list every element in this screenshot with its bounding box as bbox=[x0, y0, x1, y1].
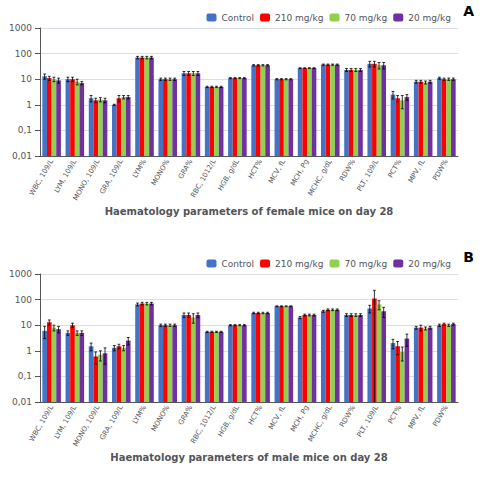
svg-text:0,1: 0,1 bbox=[18, 125, 32, 135]
svg-text:MCH, Pg: MCH, Pg bbox=[289, 404, 311, 433]
svg-text:0,01: 0,01 bbox=[12, 397, 32, 407]
svg-text:LYM, 109/L: LYM, 109/L bbox=[53, 404, 79, 440]
svg-text:MCV, fL: MCV, fL bbox=[267, 158, 287, 185]
svg-text:1: 1 bbox=[26, 100, 32, 110]
svg-text:MONO, 109/L: MONO, 109/L bbox=[71, 158, 101, 202]
svg-text:LYM%: LYM% bbox=[131, 158, 148, 180]
svg-text:HCT%: HCT% bbox=[247, 404, 265, 427]
svg-text:1000: 1000 bbox=[9, 269, 32, 279]
svg-text:210 mg/kg: 210 mg/kg bbox=[275, 13, 323, 23]
svg-text:20 mg/kg: 20 mg/kg bbox=[408, 13, 451, 23]
svg-text:LYM%: LYM% bbox=[131, 404, 148, 426]
svg-text:MCHC, g/dL: MCHC, g/dL bbox=[307, 158, 334, 197]
svg-text:MPV, fL: MPV, fL bbox=[407, 158, 427, 184]
svg-text:PDW%: PDW% bbox=[431, 158, 450, 182]
svg-text:PLT, 109/L: PLT, 109/L bbox=[356, 158, 381, 193]
svg-text:MONO%: MONO% bbox=[150, 158, 172, 187]
svg-text:1000: 1000 bbox=[9, 23, 32, 33]
svg-text:RBC, 1012/L: RBC, 1012/L bbox=[189, 158, 217, 199]
svg-text:210 mg/kg: 210 mg/kg bbox=[275, 259, 323, 269]
svg-text:RDW%: RDW% bbox=[338, 158, 357, 183]
svg-text:PLT, 109/L: PLT, 109/L bbox=[356, 404, 381, 439]
svg-text:MONO, 109/L: MONO, 109/L bbox=[71, 404, 101, 448]
svg-text:MCH, Pg: MCH, Pg bbox=[289, 158, 311, 187]
svg-text:1: 1 bbox=[26, 346, 32, 356]
svg-text:10: 10 bbox=[21, 74, 33, 84]
svg-text:MONO%: MONO% bbox=[150, 404, 172, 433]
svg-text:MPV, fL: MPV, fL bbox=[407, 404, 427, 430]
svg-text:Haematology parameters of male: Haematology parameters of male mice on d… bbox=[110, 452, 388, 463]
svg-text:100: 100 bbox=[15, 49, 32, 59]
svg-text:0,1: 0,1 bbox=[18, 371, 32, 381]
svg-text:70 mg/kg: 70 mg/kg bbox=[345, 13, 388, 23]
svg-text:Haematology parameters of fema: Haematology parameters of female mice on… bbox=[105, 206, 394, 217]
svg-text:WBC, 109/L: WBC, 109/L bbox=[28, 404, 55, 443]
svg-text:A: A bbox=[463, 3, 474, 19]
svg-text:HCT%: HCT% bbox=[247, 158, 265, 181]
svg-text:PDW%: PDW% bbox=[431, 404, 450, 428]
svg-text:70 mg/kg: 70 mg/kg bbox=[345, 259, 388, 269]
svg-text:GRA, 109/L: GRA, 109/L bbox=[98, 404, 124, 442]
svg-text:0,01: 0,01 bbox=[12, 151, 32, 161]
svg-text:HGB, g/dL: HGB, g/dL bbox=[216, 158, 240, 192]
svg-text:10: 10 bbox=[21, 320, 33, 330]
svg-text:100: 100 bbox=[15, 295, 32, 305]
svg-text:GRA%: GRA% bbox=[177, 158, 195, 181]
svg-text:MCHC, g/dL: MCHC, g/dL bbox=[307, 404, 334, 443]
svg-text:RBC, 1012/L: RBC, 1012/L bbox=[189, 404, 217, 445]
svg-text:MCV, fL: MCV, fL bbox=[267, 404, 287, 431]
svg-text:RDW%: RDW% bbox=[338, 404, 357, 429]
svg-text:LYM, 109/L: LYM, 109/L bbox=[53, 158, 79, 194]
svg-text:20 mg/kg: 20 mg/kg bbox=[408, 259, 451, 269]
svg-text:GRA, 109/L: GRA, 109/L bbox=[98, 158, 124, 196]
svg-text:Control: Control bbox=[221, 259, 254, 269]
svg-text:Control: Control bbox=[221, 13, 254, 23]
svg-text:HGB, g/dL: HGB, g/dL bbox=[216, 404, 240, 438]
svg-text:GRA%: GRA% bbox=[177, 404, 195, 427]
svg-text:WBC, 109/L: WBC, 109/L bbox=[28, 158, 55, 197]
svg-text:PCT%: PCT% bbox=[386, 158, 403, 180]
svg-text:PCT%: PCT% bbox=[386, 404, 403, 426]
svg-text:B: B bbox=[463, 249, 474, 265]
